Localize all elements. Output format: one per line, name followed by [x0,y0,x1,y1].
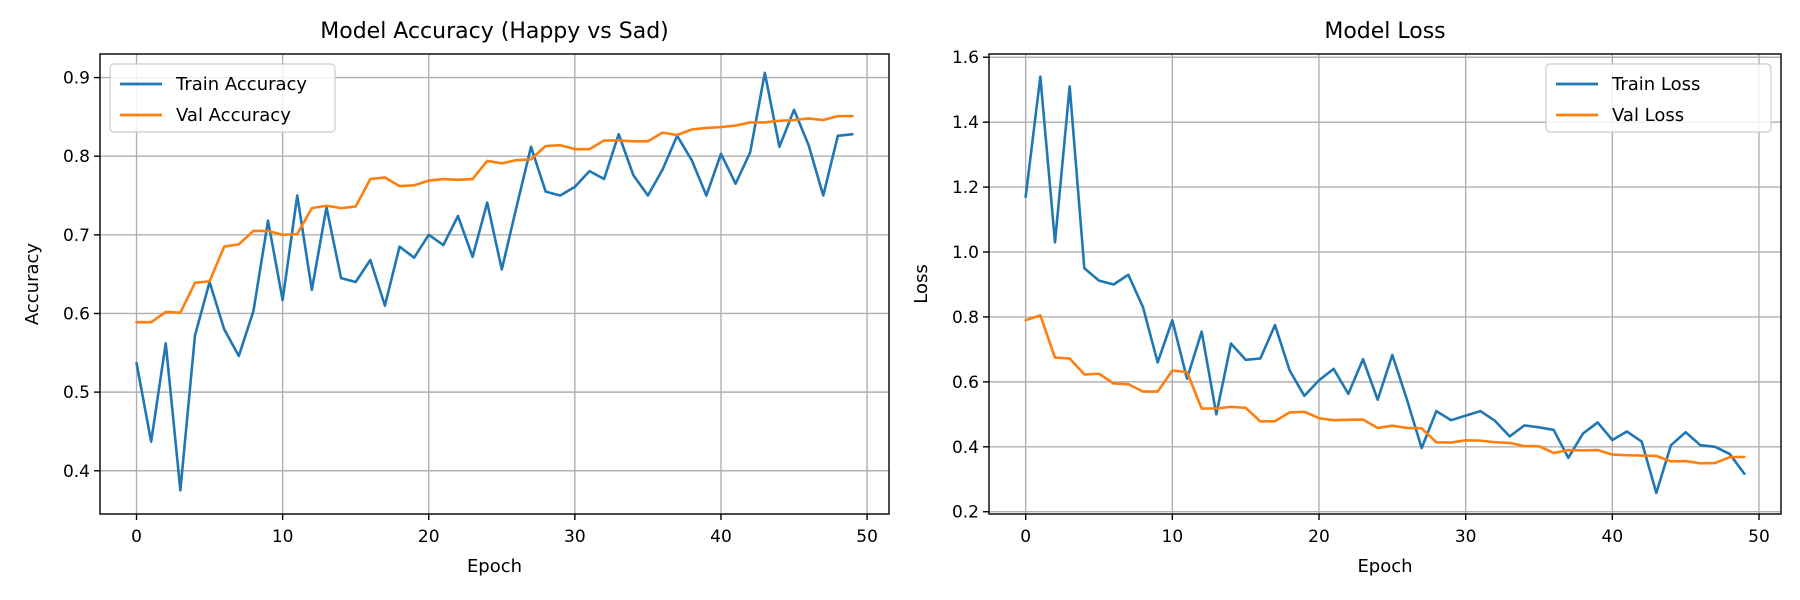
legend-label: Train Loss [1611,74,1700,95]
x-tick-label: 40 [710,527,732,547]
y-tick-label: 0.7 [63,226,90,246]
x-tick-label: 20 [1308,527,1330,547]
y-axis-label: Accuracy [22,243,43,326]
legend-label: Val Accuracy [176,105,291,126]
chart-title: Model Accuracy (Happy vs Sad) [320,19,669,44]
y-tick-label: 1.0 [952,243,979,263]
x-tick-label: 50 [1748,527,1770,547]
y-tick-label: 0.6 [952,373,979,393]
legend-box [109,63,336,133]
y-tick-label: 1.6 [952,48,979,68]
y-tick-label: 1.4 [952,113,979,133]
series-line-val-loss [1024,314,1746,465]
y-tick-label: 0.8 [63,147,90,167]
legend: Train Accuracy Val Accuracy [109,63,336,133]
x-tick-label: 0 [1020,527,1031,547]
legend-label: Train Accuracy [175,74,307,95]
y-tick-label: 0.6 [63,304,90,324]
legend-label: Val Loss [1612,105,1684,126]
series-line-train-loss [1024,75,1746,495]
legend: Train Loss Val Loss [1545,63,1772,133]
x-tick-label: 10 [1162,527,1184,547]
y-tick-label: 1.2 [952,178,979,198]
x-tick-label: 30 [564,527,586,547]
x-axis-label: Epoch [1357,556,1412,577]
y-axis-label: Loss [911,264,932,303]
x-tick-label: 20 [418,527,440,547]
y-tick-label: 0.5 [63,383,90,403]
legend-box [1545,63,1772,133]
x-axis-label: Epoch [467,556,522,577]
y-tick-label: 0.8 [952,308,979,328]
chart-panel-2: 0 10 20 30 40 50 0.2 0.4 0.6 0.8 1.0 1.2 1.4 1.6 Model… [911,19,1782,577]
grid [989,54,1781,514]
x-tick-label: 10 [272,527,294,547]
y-tick-label: 0.9 [63,69,90,89]
series-line-train-accuracy [135,71,854,492]
chart-panel-1: 0 10 20 30 40 50 0.4 0.5 0.6 0.7 0.8 0.9 Model Accur… [22,19,890,577]
y-tick-label: 0.4 [952,438,979,458]
x-tick-label: 40 [1602,527,1624,547]
plot-frame [99,53,890,515]
y-tick-label: 0.4 [63,462,90,482]
plot-frame [988,53,1782,515]
x-tick-label: 0 [131,527,142,547]
x-tick-label: 50 [856,527,878,547]
chart-title: Model Loss [1324,19,1445,44]
series-line-val-accuracy [135,114,854,324]
x-tick-label: 30 [1455,527,1477,547]
y-tick-label: 0.2 [952,503,979,523]
